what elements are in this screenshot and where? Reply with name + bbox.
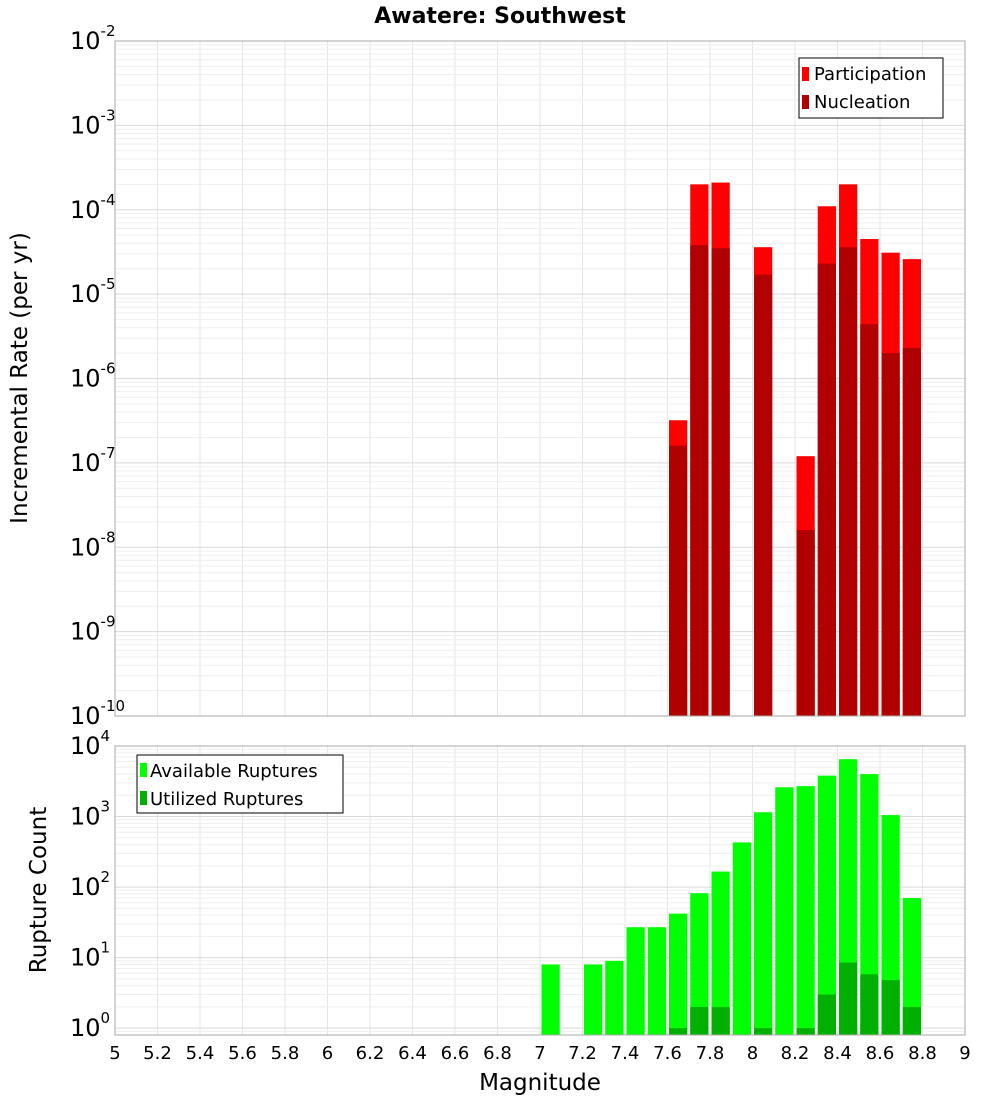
y-tick-label: 103 (70, 798, 110, 831)
y-tick-label: 101 (70, 939, 110, 972)
bar-utilized-ruptures (796, 1028, 815, 1035)
x-tick-label: 6.2 (356, 1043, 385, 1064)
bar-nucleation (754, 274, 773, 716)
bar-available-ruptures (647, 927, 666, 1035)
y-tick-label: 10-8 (70, 528, 116, 561)
x-tick-label: 6.8 (483, 1043, 512, 1064)
legend-swatch-utilized-ruptures (140, 791, 147, 805)
top-legend-box (798, 57, 944, 119)
legend-label-nucleation: Nucleation (814, 92, 910, 113)
y-tick-label: 10-10 (70, 697, 125, 730)
x-tick-label: 5.2 (143, 1043, 172, 1064)
bar-utilized-ruptures (839, 962, 858, 1035)
bar-available-ruptures (690, 893, 709, 1035)
legend-swatch-available-ruptures (140, 763, 147, 777)
bar-utilized-ruptures (754, 1028, 773, 1035)
bar-utilized-ruptures (711, 1006, 730, 1035)
bar-utilized-ruptures (860, 974, 879, 1035)
x-tick-label: 5 (109, 1043, 120, 1064)
x-tick-labels: 5 5.2 5.4 5.6 5.8 6 6.2 6.4 6.6 6.8 7 7.2 7.4 7.6 7.8 8… (109, 1043, 970, 1064)
x-axis-title: Magnitude (479, 1070, 601, 1096)
bar-available-ruptures (902, 898, 921, 1035)
x-tick-label: 5.6 (228, 1043, 257, 1064)
top-y-tick-labels: 10-2 10-3 10-4 10-5 10-6 10-7 10-8 10-9 10-10 (70, 22, 125, 730)
bar-nucleation (669, 445, 688, 716)
y-tick-label: 10-3 (70, 106, 116, 139)
bar-nucleation (839, 247, 858, 716)
x-tick-label: 5.8 (271, 1043, 300, 1064)
x-tick-label: 8.6 (866, 1043, 895, 1064)
bar-available-ruptures (605, 960, 624, 1035)
bar-nucleation (690, 245, 709, 716)
y-tick-label: 10-9 (70, 613, 116, 646)
legend-label-available-ruptures: Available Ruptures (150, 761, 318, 782)
x-tick-label: 8 (747, 1043, 758, 1064)
y-tick-label: 10-6 (70, 360, 116, 393)
bar-nucleation (902, 347, 921, 716)
bar-utilized-ruptures (817, 994, 836, 1035)
bar-nucleation (860, 324, 879, 716)
bar-available-ruptures (669, 913, 688, 1035)
bar-available-ruptures (881, 815, 900, 1035)
top-bars (669, 182, 921, 717)
x-tick-label: 6.4 (398, 1043, 427, 1064)
bottom-y-axis-title: Rupture Count (26, 807, 52, 973)
x-tick-label: 8.8 (908, 1043, 937, 1064)
bottom-bars (541, 759, 921, 1035)
bar-available-ruptures (732, 842, 751, 1035)
bar-available-ruptures (626, 927, 645, 1035)
top-y-axis-title: Incremental Rate (per yr) (7, 232, 33, 524)
legend-swatch-nucleation (802, 95, 809, 109)
y-tick-label: 100 (70, 1009, 110, 1042)
x-tick-label: 6 (322, 1043, 333, 1064)
y-tick-label: 102 (70, 868, 110, 901)
bar-available-ruptures (775, 787, 794, 1035)
x-tick-label: 8.4 (823, 1043, 852, 1064)
x-tick-label: 8.2 (781, 1043, 810, 1064)
chart-title: Awatere: Southwest (374, 4, 626, 29)
bottom-plot-frame (114, 745, 966, 1036)
x-tick-label: 5.4 (186, 1043, 215, 1064)
legend-label-participation: Participation (814, 64, 926, 85)
legend-swatch-participation (802, 67, 809, 81)
bar-available-ruptures (796, 786, 815, 1035)
bottom-legend: Available Ruptures Utilized Ruptures (136, 754, 344, 814)
bar-utilized-ruptures (690, 1006, 709, 1035)
bar-nucleation (711, 248, 730, 716)
x-tick-label: 7.6 (653, 1043, 682, 1064)
bar-utilized-ruptures (902, 1006, 921, 1035)
bar-available-ruptures (584, 964, 603, 1035)
bar-utilized-ruptures (881, 980, 900, 1035)
x-tick-label: 7.4 (611, 1043, 640, 1064)
top-legend: Participation Nucleation (798, 57, 944, 119)
x-tick-label: 7 (534, 1043, 545, 1064)
top-plot-frame (114, 40, 966, 717)
bar-utilized-ruptures (669, 1028, 688, 1035)
bar-available-ruptures (541, 964, 560, 1035)
bar-nucleation (881, 353, 900, 716)
x-tick-label: 6.6 (441, 1043, 470, 1064)
top-grid (114, 41, 966, 717)
y-tick-label: 104 (70, 727, 110, 760)
y-tick-label: 10-5 (70, 275, 116, 308)
bar-nucleation (817, 263, 836, 716)
bar-available-ruptures (860, 774, 879, 1035)
x-tick-label: 7.2 (568, 1043, 597, 1064)
bar-available-ruptures (817, 775, 836, 1035)
x-tick-label: 9 (959, 1043, 970, 1064)
x-tick-label: 7.8 (696, 1043, 725, 1064)
y-tick-label: 10-2 (70, 22, 116, 55)
bottom-y-tick-labels: 104 103 102 101 100 (70, 727, 110, 1042)
bottom-legend-box (136, 754, 344, 814)
y-tick-label: 10-4 (70, 191, 116, 224)
y-tick-label: 10-7 (70, 444, 116, 477)
bar-nucleation (796, 530, 815, 716)
legend-label-utilized-ruptures: Utilized Ruptures (150, 789, 303, 810)
bar-available-ruptures (711, 871, 730, 1035)
bar-available-ruptures (754, 812, 773, 1035)
